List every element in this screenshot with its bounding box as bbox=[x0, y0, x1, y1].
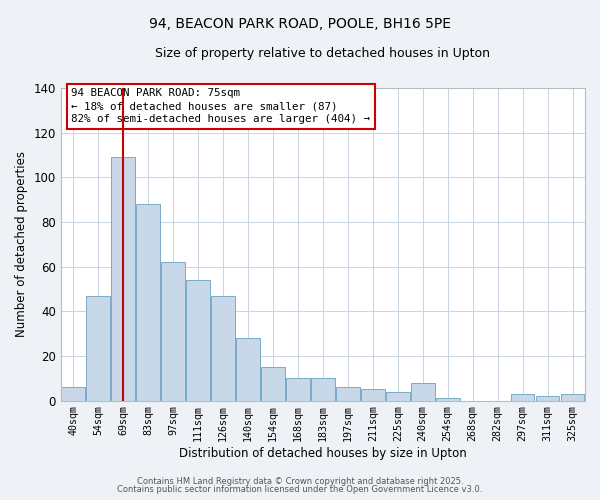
Bar bbox=[361, 390, 385, 400]
Y-axis label: Number of detached properties: Number of detached properties bbox=[15, 152, 28, 338]
Bar bbox=[86, 296, 110, 401]
Bar bbox=[436, 398, 460, 400]
X-axis label: Distribution of detached houses by size in Upton: Distribution of detached houses by size … bbox=[179, 447, 467, 460]
Bar bbox=[211, 296, 235, 401]
Bar bbox=[560, 394, 584, 400]
Bar bbox=[386, 392, 410, 400]
Bar bbox=[61, 387, 85, 400]
Bar bbox=[136, 204, 160, 400]
Bar bbox=[411, 382, 434, 400]
Bar bbox=[236, 338, 260, 400]
Bar bbox=[112, 158, 135, 400]
Bar bbox=[261, 367, 285, 400]
Bar bbox=[336, 387, 360, 400]
Text: 94 BEACON PARK ROAD: 75sqm
← 18% of detached houses are smaller (87)
82% of semi: 94 BEACON PARK ROAD: 75sqm ← 18% of deta… bbox=[71, 88, 370, 124]
Title: Size of property relative to detached houses in Upton: Size of property relative to detached ho… bbox=[155, 48, 490, 60]
Bar bbox=[161, 262, 185, 400]
Text: 94, BEACON PARK ROAD, POOLE, BH16 5PE: 94, BEACON PARK ROAD, POOLE, BH16 5PE bbox=[149, 18, 451, 32]
Bar bbox=[536, 396, 559, 400]
Text: Contains public sector information licensed under the Open Government Licence v3: Contains public sector information licen… bbox=[118, 484, 482, 494]
Bar bbox=[311, 378, 335, 400]
Bar bbox=[186, 280, 210, 400]
Bar bbox=[511, 394, 535, 400]
Text: Contains HM Land Registry data © Crown copyright and database right 2025.: Contains HM Land Registry data © Crown c… bbox=[137, 477, 463, 486]
Bar bbox=[286, 378, 310, 400]
